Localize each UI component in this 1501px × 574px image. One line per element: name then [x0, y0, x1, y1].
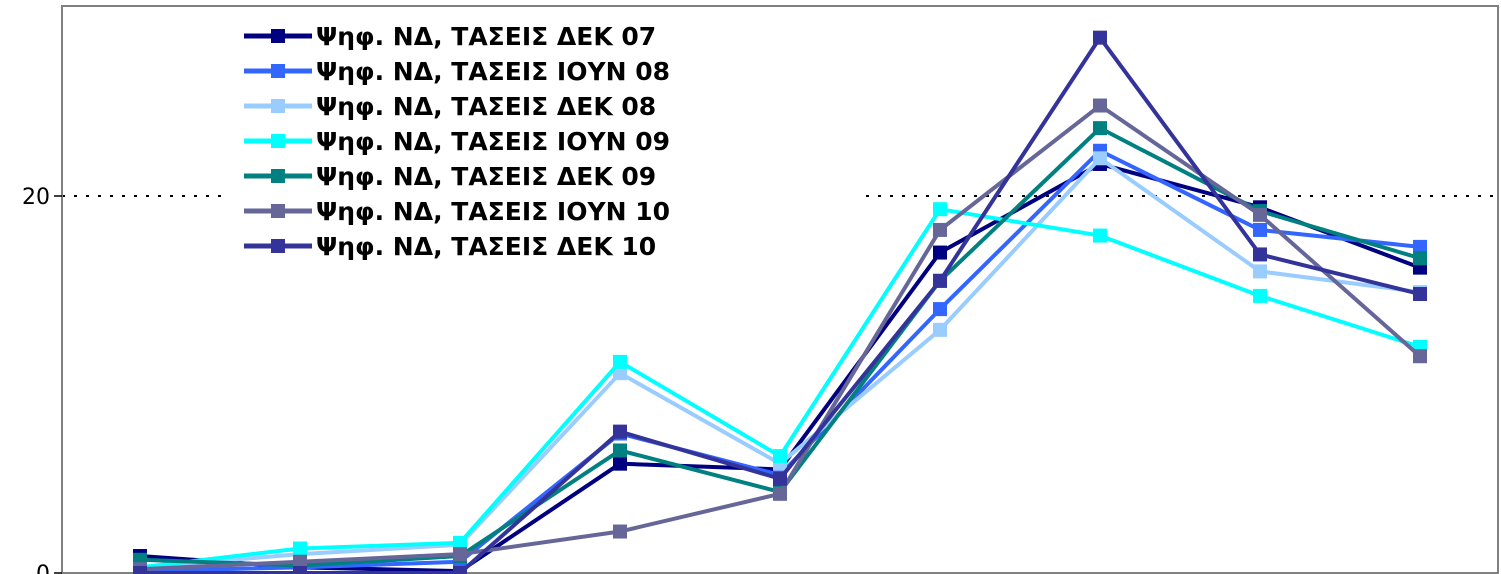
data-point — [613, 456, 627, 471]
data-point — [293, 541, 307, 556]
legend-swatch-marker — [271, 169, 285, 183]
data-point — [773, 449, 787, 464]
data-point — [1093, 98, 1107, 113]
data-point — [1413, 239, 1427, 254]
data-point — [1413, 287, 1427, 302]
legend-item: Ψηφ. ΝΔ, ΤΑΣΕΙΣ ΔΕΚ 09 — [244, 162, 656, 191]
data-point — [933, 202, 947, 217]
legend-label: Ψηφ. ΝΔ, ΤΑΣΕΙΣ ΔΕΚ 09 — [316, 162, 656, 191]
data-point — [1253, 247, 1267, 262]
legend-label: Ψηφ. ΝΔ, ΤΑΣΕΙΣ ΔΕΚ 07 — [316, 22, 656, 51]
data-point — [1413, 251, 1427, 266]
legend-label: Ψηφ. ΝΔ, ΤΑΣΕΙΣ ΙΟΥΝ 08 — [316, 57, 670, 86]
series-7 — [133, 30, 1427, 574]
legend-swatch-marker — [271, 29, 285, 43]
data-point — [1253, 207, 1267, 222]
data-point — [1253, 288, 1267, 303]
data-point — [293, 554, 307, 569]
legend-item: Ψηφ. ΝΔ, ΤΑΣΕΙΣ ΔΕΚ 10 — [244, 232, 656, 261]
legend-label: Ψηφ. ΝΔ, ΤΑΣΕΙΣ ΔΕΚ 08 — [316, 92, 656, 121]
legend-swatch-marker — [271, 64, 285, 78]
legend-item: Ψηφ. ΝΔ, ΤΑΣΕΙΣ ΙΟΥΝ 10 — [244, 197, 670, 226]
data-point — [1413, 349, 1427, 364]
legend-item: Ψηφ. ΝΔ, ΤΑΣΕΙΣ ΙΟΥΝ 09 — [244, 127, 670, 156]
legend-swatch-marker — [271, 134, 285, 148]
data-point — [1253, 222, 1267, 237]
data-point — [773, 486, 787, 501]
data-point — [1253, 264, 1267, 279]
data-point — [453, 566, 467, 574]
legend: Ψηφ. ΝΔ, ΤΑΣΕΙΣ ΔΕΚ 07 Ψηφ. ΝΔ, ΤΑΣΕΙΣ ΙΟ… — [226, 12, 864, 271]
data-point — [933, 322, 947, 337]
data-point — [1093, 228, 1107, 243]
data-point — [933, 273, 947, 288]
data-point — [293, 566, 307, 574]
data-point — [933, 222, 947, 237]
legend-item: Ψηφ. ΝΔ, ΤΑΣΕΙΣ ΙΟΥΝ 08 — [244, 57, 670, 86]
legend-background — [226, 12, 864, 271]
data-point — [933, 245, 947, 260]
y-axis-ticks: 0 20 — [22, 185, 62, 574]
data-point — [453, 535, 467, 550]
data-point — [773, 471, 787, 486]
data-point — [133, 566, 147, 574]
data-point — [613, 366, 627, 381]
data-point — [613, 424, 627, 439]
data-point — [613, 443, 627, 458]
y-tick-label: 20 — [22, 185, 50, 210]
plot-frame — [61, 5, 1499, 574]
data-point — [613, 354, 627, 369]
data-point — [613, 524, 627, 539]
legend-item: Ψηφ. ΝΔ, ΤΑΣΕΙΣ ΔΕΚ 07 — [244, 22, 656, 51]
y-tick-label: 0 — [36, 562, 50, 574]
legend-swatch-marker — [271, 204, 285, 218]
legend-swatch-marker — [271, 99, 285, 113]
data-point — [1093, 121, 1107, 136]
data-point — [1093, 151, 1107, 166]
data-point — [1093, 30, 1107, 45]
data-point — [933, 302, 947, 317]
legend-swatch-marker — [271, 239, 285, 253]
legend-label: Ψηφ. ΝΔ, ΤΑΣΕΙΣ ΙΟΥΝ 09 — [316, 127, 670, 156]
legend-item: Ψηφ. ΝΔ, ΤΑΣΕΙΣ ΔΕΚ 08 — [244, 92, 656, 121]
legend-label: Ψηφ. ΝΔ, ΤΑΣΕΙΣ ΔΕΚ 10 — [316, 232, 656, 261]
series-lines — [133, 30, 1427, 574]
data-point — [453, 547, 467, 562]
legend-label: Ψηφ. ΝΔ, ΤΑΣΕΙΣ ΙΟΥΝ 10 — [316, 197, 670, 226]
